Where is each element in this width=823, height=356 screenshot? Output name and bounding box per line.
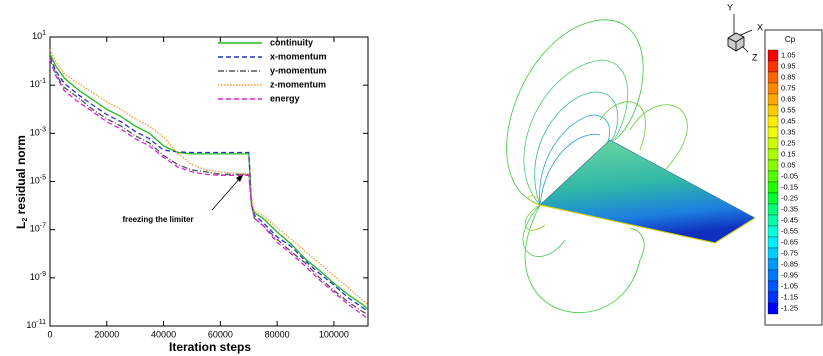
colorbar-swatch — [768, 171, 778, 182]
colorbar-label: 1.05 — [781, 50, 796, 59]
colorbar-label: 0.45 — [781, 116, 796, 125]
wing-view — [507, 20, 755, 313]
axis-label: Z — [752, 52, 758, 62]
legend-label: y-momentum — [270, 65, 327, 75]
colorbar-label: -0.15 — [781, 182, 798, 191]
colorbar-swatch — [768, 292, 778, 303]
y-tick-label: 10-9 — [30, 271, 46, 282]
colorbar-label: 0.55 — [781, 105, 796, 114]
colorbar-swatch — [768, 270, 778, 281]
colorbar-label: 0.05 — [781, 160, 796, 169]
colorbar-label: -0.25 — [781, 193, 798, 202]
legend-label: continuity — [270, 37, 313, 47]
colorbar-swatch — [768, 149, 778, 160]
y-tick-label: 10-1 — [30, 79, 46, 90]
colorbar-swatch — [768, 182, 778, 193]
colorbar-label: 0.35 — [781, 127, 796, 136]
y-tick-label: 10-11 — [26, 319, 46, 330]
legend-label: energy — [270, 93, 300, 103]
colorbar-title: Cp — [785, 35, 796, 44]
legend-label: z-momentum — [270, 79, 326, 89]
colorbar-label: -0.65 — [781, 237, 798, 246]
colorbar-swatch — [768, 83, 778, 94]
colorbar-swatch — [768, 248, 778, 259]
annotation-arrow — [212, 173, 244, 210]
colorbar-label: -1.25 — [781, 303, 798, 312]
annotation: freezing the limiter — [122, 215, 193, 224]
colorbar-label: 0.85 — [781, 72, 796, 81]
colorbar-swatch — [768, 50, 778, 61]
y-tick-label: 101 — [32, 30, 46, 41]
colorbar-swatch — [768, 160, 778, 171]
colorbar-swatch — [768, 226, 778, 237]
axis-triad — [728, 14, 752, 52]
series-line — [50, 57, 368, 315]
series-line — [50, 59, 368, 319]
series-line — [50, 57, 368, 312]
x-axis-title: Iteration steps — [169, 340, 251, 354]
axis-label: Y — [727, 2, 733, 12]
y-axis-title: L2 residual norm — [14, 135, 29, 229]
x-tick-label: 80000 — [265, 329, 290, 339]
colorbar-label: -0.05 — [781, 171, 798, 180]
colorbar-swatch — [768, 281, 778, 292]
y-tick-label: 10-5 — [30, 175, 46, 186]
colorbar-label: -0.95 — [781, 270, 798, 279]
figure: Y X Z Iteration steps L2 residual norm f… — [0, 0, 823, 356]
x-tick-label: 20000 — [94, 329, 119, 339]
colorbar-swatch — [768, 193, 778, 204]
colorbar-swatch — [768, 61, 778, 72]
colorbar-swatch — [768, 215, 778, 226]
colorbar-label: -0.55 — [781, 226, 798, 235]
x-tick-label: 0 — [47, 329, 52, 339]
x-tick-label: 100000 — [319, 329, 349, 339]
colorbar-label: 0.65 — [781, 94, 796, 103]
series-line — [50, 54, 368, 309]
y-tick-label: 10-3 — [30, 127, 46, 138]
colorbar-swatch — [768, 94, 778, 105]
colorbar-label: -0.85 — [781, 259, 798, 268]
colorbar-label: 0.25 — [781, 138, 796, 147]
colorbar-label: 0.15 — [781, 149, 796, 158]
x-tick-label: 40000 — [151, 329, 176, 339]
colorbar-swatch — [768, 204, 778, 215]
colorbar-swatch — [768, 72, 778, 83]
colorbar-label: -1.05 — [781, 281, 798, 290]
colorbar-swatch — [768, 138, 778, 149]
colorbar-label: -0.45 — [781, 215, 798, 224]
colorbar-swatch — [768, 237, 778, 248]
colorbar-label: 0.95 — [781, 61, 796, 70]
colorbar-swatch — [768, 105, 778, 116]
colorbar-swatch — [768, 259, 778, 270]
colorbar-swatch — [768, 116, 778, 127]
y-tick-label: 10-7 — [30, 223, 46, 234]
colorbar-label: -0.75 — [781, 248, 798, 257]
colorbar-label: -1.15 — [781, 292, 798, 301]
colorbar-label: -0.35 — [781, 204, 798, 213]
axis-label: X — [757, 22, 763, 32]
colorbar-label: 0.75 — [781, 83, 796, 92]
colorbar-swatch — [768, 127, 778, 138]
x-tick-label: 60000 — [208, 329, 233, 339]
legend-label: x-momentum — [270, 51, 327, 61]
colorbar-swatch — [768, 303, 778, 314]
